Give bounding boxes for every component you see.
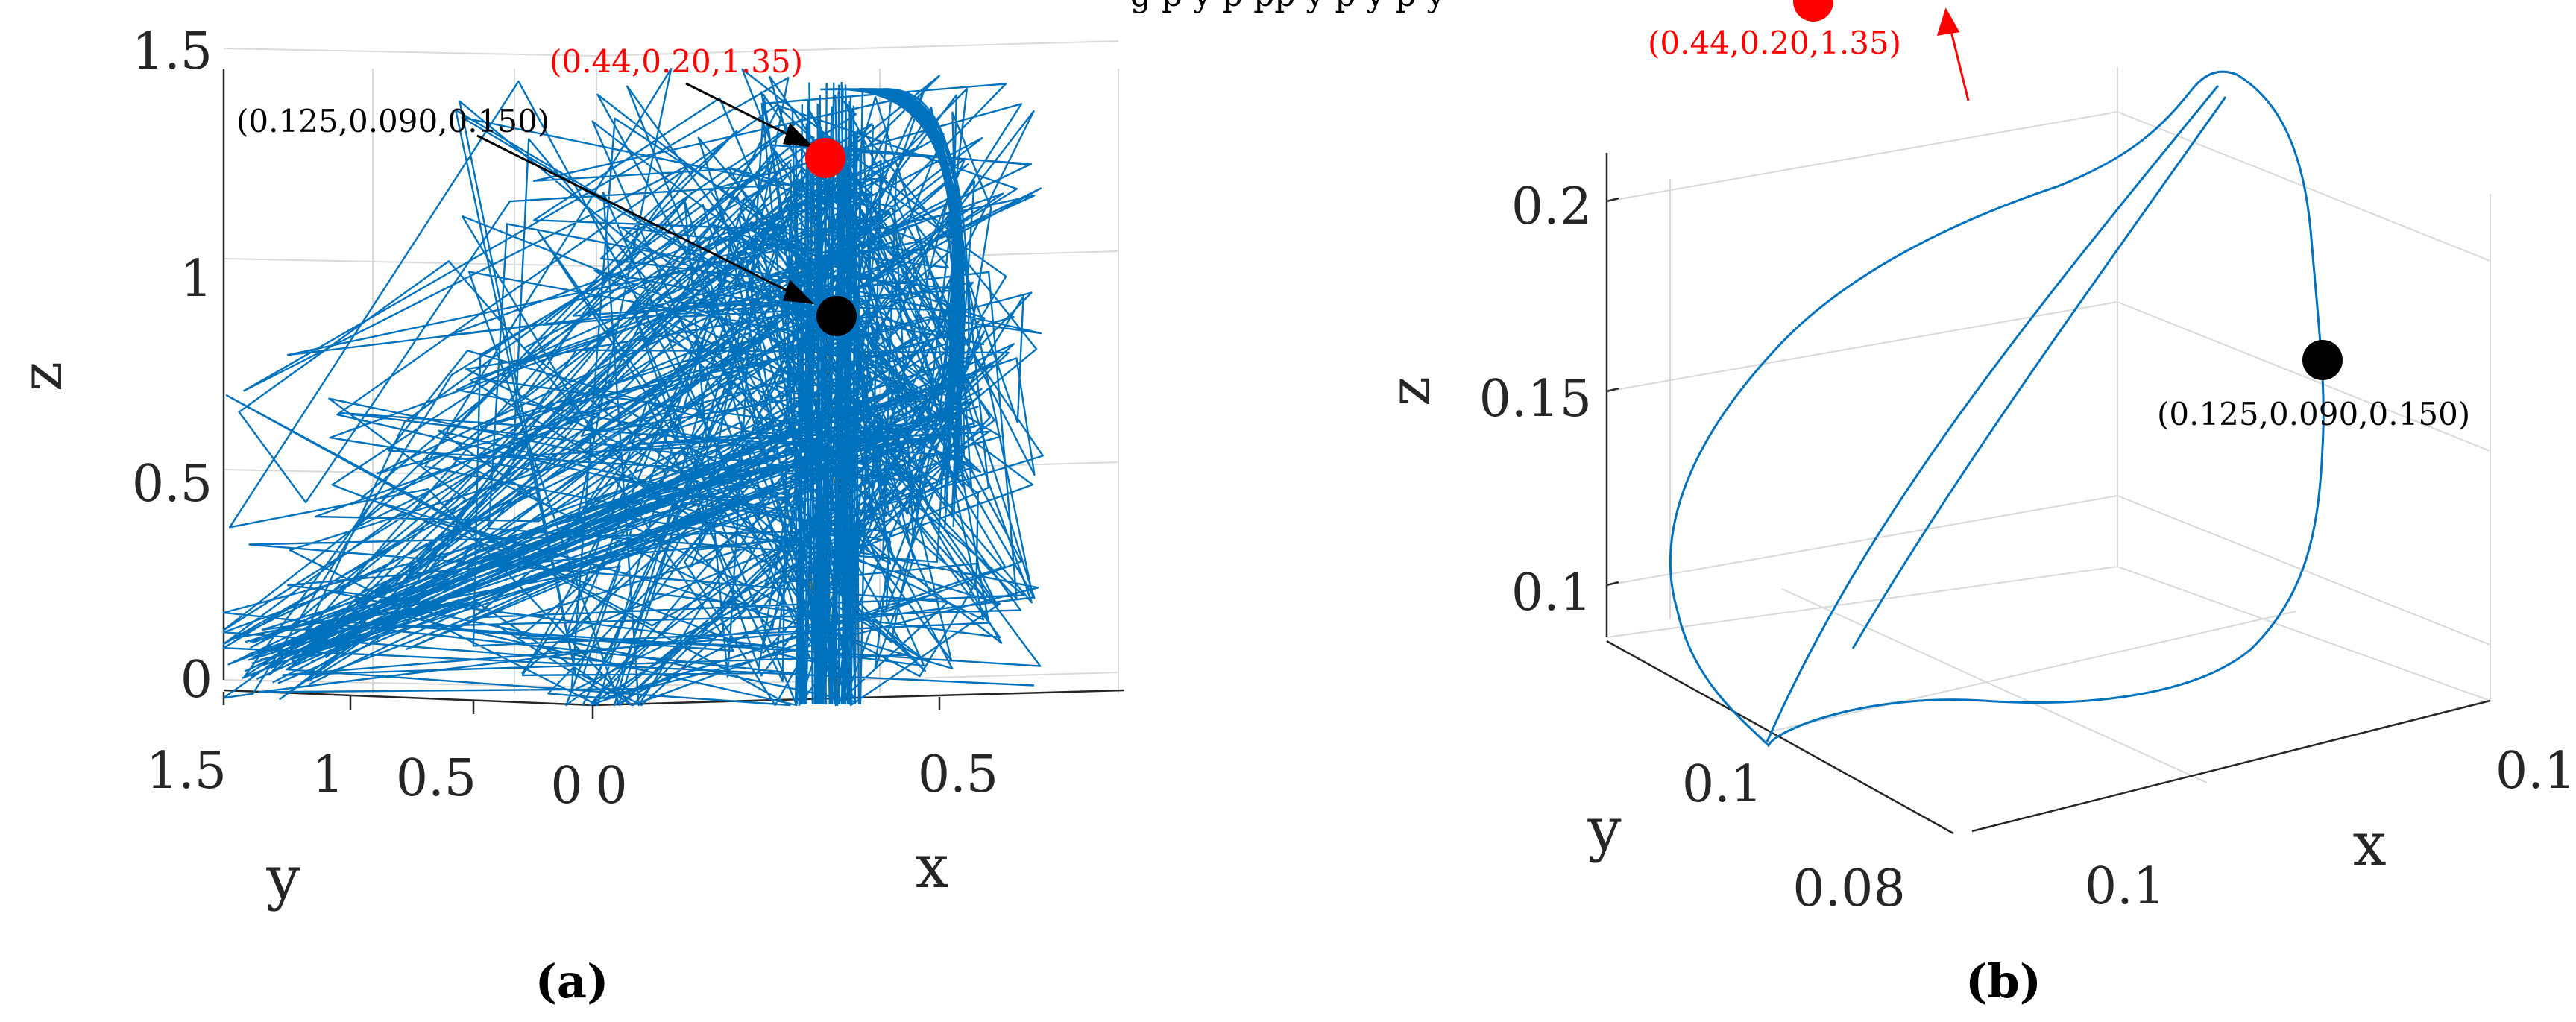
panel-b-chart: 0.2 0.15 0.1 0.1 0.08 0.1 0.1 z y x (0.44,0.20… [1376, 0, 2576, 1009]
panel-b-loop-outer [1669, 70, 2325, 748]
panel-a-x-tick-label: 0 [595, 757, 627, 816]
panel-a-trajectory [222, 68, 1044, 707]
panel-b-tick-mark [1606, 581, 1619, 587]
panel-a-y-axis-label: y [265, 843, 300, 912]
panel-a-gridline-z [596, 672, 1119, 688]
panel-b-z-tick-label: 0.2 [1511, 177, 1592, 236]
panel-a-black-arrowhead [782, 280, 815, 304]
panel-b-black-marker [2302, 340, 2343, 380]
panel-a-tick-labels: 1.510.501.5 1 0.5 0 0 0.5 [132, 22, 998, 816]
panel-a-y-tick-label: 0 [550, 757, 582, 816]
panel-b-gridline-z [1606, 495, 2118, 586]
panel-b-x-tick-label: 0.1 [2495, 742, 2576, 801]
panel-b-z-axis-label: z [1376, 376, 1443, 406]
panel-b-trajectory [1669, 70, 2325, 748]
panel-a-gridline-z [223, 679, 597, 688]
panel-a-trajectory-line [222, 68, 1044, 707]
panel-a-y-tick-label: 1.5 [146, 742, 227, 801]
panel-b-axes [1605, 153, 2491, 835]
panel-a-gridline-z [223, 258, 597, 267]
panel-a-chart: 1.510.501.5 1 0.5 0 0 0.5 z y x (0.44,0.20,1.… [8, 22, 1125, 1009]
panel-a-red-marker [805, 138, 845, 178]
panel-b-floor-line [1774, 611, 2297, 731]
panel-a-x-tick-label: 0.5 [918, 745, 998, 804]
panel-b-floor-line [2117, 566, 2491, 701]
panel-a-trajectory-bundle [242, 81, 984, 705]
panel-b-loop-inner-2 [1851, 96, 2227, 649]
panel-b-y-tick-label: 0.1 [1682, 755, 1763, 814]
panel-b-z-tick-label: 0.15 [1479, 370, 1592, 429]
panel-b-y-tick-label: 0.08 [1792, 859, 1905, 918]
panel-b-y-axis-label: y [1587, 795, 1621, 864]
panel-b-grid [1606, 67, 2491, 783]
panel-b-y-axis-line [1606, 640, 1954, 835]
panel-a-black-marker-label: (0.125,0.090,0.150) [236, 103, 549, 139]
panel-b-red-arrowhead [1936, 7, 1960, 36]
panel-b-red-marker [1793, 0, 1833, 22]
panel-a-black-arrow [476, 134, 806, 301]
panel-b-tick-labels: 0.2 0.15 0.1 0.1 0.08 0.1 0.1 [1479, 177, 2576, 918]
panel-b-figure-label: (b) [1965, 954, 2041, 1009]
panel-a-red-arrow [685, 82, 806, 145]
panel-a-red-arrowhead [782, 123, 815, 148]
panel-a-y-tick-label: 1 [312, 745, 344, 804]
panel-b-z-tick-label: 0.1 [1511, 564, 1592, 622]
panel-b-x-axis-label: x [2352, 810, 2386, 879]
panel-b-floor-line [1781, 588, 2208, 783]
panel-b-gridline-z [1606, 111, 2118, 202]
panel-a-z-axis-label: z [8, 362, 75, 391]
panel-a-red-marker-label: (0.44,0.20,1.35) [549, 43, 803, 80]
panel-b-gridline-z [2117, 495, 2491, 646]
panel-b-loop-inner-1 [1766, 85, 2220, 742]
panel-a-gridline-z [596, 40, 1119, 57]
panel-a-z-tick-label: 1 [180, 250, 212, 309]
cropped-header-text: g p y p pp y p y p y [1130, 0, 1446, 14]
panel-a-y-axis-line [223, 689, 593, 707]
panel-b-gridline-z [1606, 301, 2118, 392]
panel-b-red-arrow [1936, 7, 1970, 101]
panel-a-z-tick-label: 0 [180, 651, 212, 710]
panel-b-x-axis-line [1971, 699, 2491, 833]
panel-b-red-arrow-line [1947, 22, 1970, 101]
panel-a-x-axis-label: x [915, 832, 948, 901]
panel-b-gridline-z [2117, 301, 2491, 452]
panel-a-z-tick-label: 0.5 [132, 455, 212, 514]
panel-b-tick-mark [1606, 197, 1619, 203]
panel-b-floor-line [1606, 566, 2118, 638]
panel-a-figure-label: (a) [535, 954, 609, 1009]
panel-b-red-marker-label: (0.44,0.20,1.35) [1648, 25, 1901, 61]
panel-b-black-marker-label: (0.125,0.090,0.150) [2157, 396, 2470, 432]
panel-a-black-marker [816, 296, 857, 336]
panel-a-gridline-z [223, 48, 597, 57]
panel-a-y-tick-label: 0.5 [396, 749, 476, 808]
panel-b-x-tick-label: 0.1 [2085, 857, 2165, 916]
panel-a-z-tick-label: 1.5 [132, 22, 212, 81]
panel-b-tick-mark [1606, 387, 1619, 393]
panel-a-annotation-arrows [476, 82, 815, 304]
